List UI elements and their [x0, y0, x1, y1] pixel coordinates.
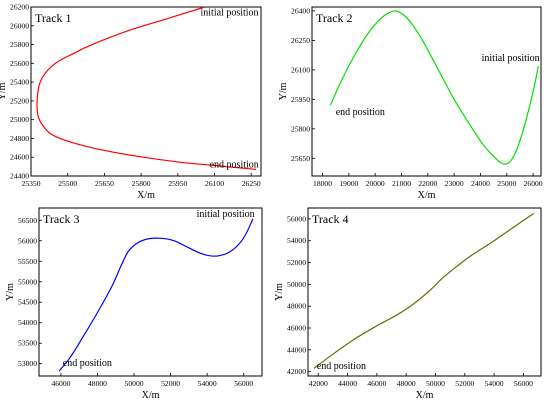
position-annotation: initial position — [197, 209, 255, 220]
panel-title: Track 4 — [312, 212, 349, 226]
y-tick-label: 54000 — [18, 318, 37, 327]
position-annotation: initial position — [200, 8, 258, 19]
track-panel-1: 25350 25500 25650 25800 25950 26100 26250 24400… — [0, 3, 262, 201]
x-tick-label: 54000 — [485, 379, 504, 388]
y-tick-label: 54500 — [18, 298, 37, 307]
y-tick-label: 56500 — [18, 216, 37, 225]
track-line — [313, 212, 535, 369]
y-tick-label: 25650 — [291, 154, 310, 163]
x-tick-label: 26000 — [524, 179, 543, 188]
y-tick-label: 25400 — [10, 78, 29, 87]
x-tick-label: 25800 — [132, 179, 151, 188]
y-tick-label: 24600 — [10, 153, 29, 162]
track-panel-3: 46000 48000 50000 52000 54000 56000 53000 53500… — [5, 207, 263, 401]
x-axis-label: X/m — [418, 190, 436, 201]
y-tick-label: 24800 — [10, 134, 29, 143]
y-tick-label: 48000 — [287, 302, 306, 311]
y-tick-label: 56000 — [287, 214, 306, 223]
x-tick-label: 48000 — [88, 379, 107, 388]
track-line — [329, 10, 539, 165]
y-tick-label: 42000 — [287, 367, 306, 376]
x-tick-label: 25950 — [168, 179, 187, 188]
track-line — [36, 6, 257, 171]
y-tick-label: 25800 — [291, 124, 310, 133]
x-tick-label: 52000 — [455, 379, 474, 388]
y-tick-label: 56000 — [18, 236, 37, 245]
x-tick-label: 25650 — [95, 179, 114, 188]
x-tick-label: 26100 — [205, 179, 224, 188]
panel-title: Track 2 — [316, 11, 353, 25]
track-panel-2: 18000 19000 20000 21000 22000 23000 24000 25000… — [278, 6, 543, 201]
x-tick-label: 46000 — [367, 379, 386, 388]
y-tick-label: 46000 — [287, 324, 306, 333]
x-tick-label: 50000 — [426, 379, 445, 388]
plot-frame — [307, 207, 542, 377]
y-tick-label: 25950 — [291, 95, 310, 104]
plot-frame — [311, 6, 542, 177]
x-tick-label: 21000 — [392, 179, 411, 188]
y-tick-label: 26100 — [291, 65, 310, 74]
x-tick-label: 25000 — [497, 179, 516, 188]
y-tick-label: 55500 — [18, 257, 37, 266]
x-tick-label: 24000 — [471, 179, 490, 188]
position-annotation: initial position — [482, 53, 540, 64]
y-tick-label: 44000 — [287, 345, 306, 354]
y-tick-label: 26000 — [10, 21, 29, 30]
x-tick-label: 46000 — [51, 379, 70, 388]
y-axis-label: Y/m — [278, 82, 289, 100]
x-tick-label: 25500 — [58, 179, 77, 188]
plot-frame — [38, 207, 263, 377]
x-tick-label: 19000 — [339, 179, 358, 188]
panel-title: Track 3 — [43, 212, 80, 226]
y-tick-label: 25200 — [10, 96, 29, 105]
y-tick-label: 55000 — [18, 277, 37, 286]
x-tick-label: 26250 — [242, 179, 261, 188]
y-tick-label: 53500 — [18, 339, 37, 348]
x-tick-label: 56000 — [234, 379, 253, 388]
x-tick-label: 18000 — [313, 179, 332, 188]
y-tick-label: 26250 — [291, 36, 310, 45]
y-tick-label: 26200 — [10, 3, 29, 12]
x-tick-label: 25350 — [22, 179, 41, 188]
track-panel-4: 42000 44000 46000 48000 50000 52000 54000 56000… — [274, 207, 542, 401]
y-axis-label: Y/m — [0, 82, 8, 100]
panel-title: Track 1 — [35, 11, 72, 25]
x-axis-label: X/m — [416, 390, 434, 401]
y-axis-label: Y/m — [274, 283, 285, 301]
x-tick-label: 48000 — [397, 379, 416, 388]
position-annotation: end position — [63, 358, 112, 369]
y-tick-label: 50000 — [287, 280, 306, 289]
x-tick-label: 44000 — [338, 379, 357, 388]
track-line — [58, 218, 254, 372]
y-tick-label: 25600 — [10, 59, 29, 68]
x-tick-label: 22000 — [418, 179, 437, 188]
x-tick-label: 56000 — [514, 379, 533, 388]
x-axis-label: X/m — [137, 190, 155, 201]
plot-frame — [30, 6, 262, 177]
position-annotation: end position — [336, 107, 385, 118]
y-axis-label: Y/m — [5, 283, 16, 301]
x-tick-label: 52000 — [161, 379, 180, 388]
position-annotation: end position — [317, 361, 366, 372]
y-tick-label: 25800 — [10, 40, 29, 49]
position-annotation: end position — [210, 160, 259, 171]
x-tick-label: 42000 — [309, 379, 328, 388]
x-axis-label: X/m — [142, 390, 160, 401]
y-tick-label: 25000 — [10, 115, 29, 124]
y-tick-label: 24400 — [10, 172, 29, 181]
x-tick-label: 54000 — [198, 379, 217, 388]
y-tick-label: 52000 — [287, 258, 306, 267]
x-tick-label: 23000 — [445, 179, 464, 188]
y-tick-label: 54000 — [287, 236, 306, 245]
x-tick-label: 20000 — [366, 179, 385, 188]
y-tick-label: 26400 — [291, 6, 310, 15]
x-tick-label: 50000 — [125, 379, 144, 388]
y-tick-label: 53000 — [18, 359, 37, 368]
